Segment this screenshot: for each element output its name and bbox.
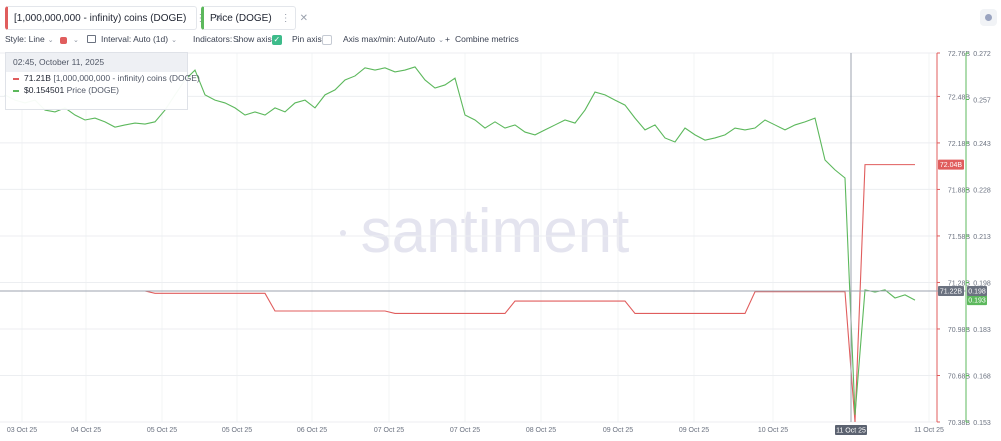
y-tick-label: 71.88B: [948, 187, 971, 194]
label: Combine metrics: [454, 34, 519, 44]
crosshair-y-label: 71.22B: [940, 288, 963, 295]
y2-tick-label: 0.213: [973, 234, 991, 241]
y2-tick-label: 0.243: [973, 141, 991, 148]
y2-tick-label: 0.228: [973, 187, 991, 194]
last-value-label: 0.193: [968, 297, 986, 304]
interval-select[interactable]: Interval: Auto (1d) ⌄: [101, 34, 177, 44]
metric-name: [1,000,000,000 - infinity) coins (DOGE): [14, 12, 187, 24]
settings-icon: [985, 14, 992, 21]
crosshair-x-label-bg: [835, 425, 867, 435]
x-tick-label: 08 Oct 25: [526, 427, 556, 434]
y-tick-label: 70.68B: [948, 373, 971, 380]
x-tick-label: 05 Oct 25: [147, 427, 177, 434]
last-value-label-bg: [938, 159, 964, 170]
y2-tick-label: 0.198: [973, 280, 991, 287]
x-tick-label: 09 Oct 25: [603, 427, 633, 434]
series-line: [4, 66, 916, 415]
x-tick-label: 09 Oct 25: [679, 427, 709, 434]
metric-tab[interactable]: Price (DOGE) ⋮ ✕: [201, 6, 308, 30]
label: Axis max/min: Auto/Auto: [343, 34, 436, 44]
color-swatch[interactable]: [60, 37, 67, 44]
menu-icon[interactable]: ⋮: [195, 12, 206, 24]
style-select[interactable]: Style: Line ⌄: [5, 34, 54, 44]
axis-minmax-select[interactable]: Axis max/min: Auto/Auto ⌄: [343, 34, 444, 44]
tooltip-row: 71.21B [1,000,000,000 - infinity) coins …: [6, 73, 200, 84]
calendar-icon: [87, 35, 96, 43]
metric-name: Price (DOGE): [210, 12, 272, 24]
series-line: [5, 164, 915, 423]
y-tick-label: 71.28B: [948, 280, 971, 287]
x-tick-label: 07 Oct 25: [450, 427, 480, 434]
show-axis-label: Show axis: [233, 34, 272, 44]
label: Interval: Auto (1d): [101, 34, 169, 44]
x-tick-label: 03 Oct 25: [7, 427, 37, 434]
metric-tab[interactable]: [1,000,000,000 - infinity) coins (DOGE) ⋮…: [5, 6, 223, 30]
tooltip-value: $0.154501: [24, 85, 65, 95]
crosshair-x-label: 11 Oct 25: [836, 427, 866, 434]
tooltip: 02:45, October 11, 2025 71.21B [1,000,00…: [5, 52, 200, 110]
y2-tick-label: 0.272: [973, 51, 991, 58]
label: Style: Line: [5, 34, 45, 44]
tooltip-metric: [1,000,000,000 - infinity) coins (DOGE): [53, 73, 200, 83]
tooltip-row: $0.154501 Price (DOGE): [6, 85, 187, 96]
close-icon[interactable]: ✕: [299, 12, 309, 24]
y2-tick-label: 0.257: [973, 97, 991, 104]
tooltip-value: 71.21B: [24, 73, 51, 83]
watermark-dot: [340, 230, 346, 236]
x-tick-label: 10 Oct 25: [758, 427, 788, 434]
crosshair-y2-label: 0.198: [968, 288, 986, 295]
x-tick-label: 05 Oct 25: [222, 427, 252, 434]
label: Indicators:: [193, 34, 233, 44]
y2-tick-label: 0.168: [973, 373, 991, 380]
tooltip-metric: Price (DOGE): [66, 85, 119, 95]
pin-axis-label: Pin axis: [292, 34, 322, 44]
close-icon[interactable]: ✕: [214, 12, 223, 24]
crosshair-y-label-bg: [938, 286, 964, 296]
y-tick-label: 72.18B: [948, 141, 971, 148]
y-tick-label: 71.58B: [948, 234, 971, 241]
menu-icon[interactable]: ⋮: [280, 12, 291, 24]
x-tick-label: 04 Oct 25: [71, 427, 101, 434]
last-value-label-bg: [967, 295, 987, 306]
chevron[interactable]: ⌄: [73, 37, 79, 44]
y-tick-label: 72.76B: [948, 51, 971, 58]
y-tick-label: 70.38B: [948, 420, 971, 427]
y-tick-label: 72.48B: [948, 94, 971, 101]
x-tick-label: 07 Oct 25: [374, 427, 404, 434]
y2-tick-label: 0.153: [973, 420, 991, 427]
checkbox[interactable]: [322, 35, 332, 45]
last-value-label: 72.04B: [940, 162, 963, 169]
x-tick-label: 06 Oct 25: [297, 427, 327, 434]
settings-button[interactable]: [980, 9, 997, 26]
checkbox-checked[interactable]: ✓: [272, 34, 282, 45]
y-tick-label: 70.98B: [948, 327, 971, 334]
tooltip-date: 02:45, October 11, 2025: [6, 53, 187, 72]
combine-metrics[interactable]: + Combine metrics: [445, 34, 519, 44]
crosshair-y2-label-bg: [967, 286, 987, 296]
watermark: santiment: [361, 197, 630, 266]
indicators-select[interactable]: Indicators: ⌄: [193, 34, 242, 44]
y2-tick-label: 0.183: [973, 327, 991, 334]
x-tick-label: 11 Oct 25: [914, 427, 944, 434]
